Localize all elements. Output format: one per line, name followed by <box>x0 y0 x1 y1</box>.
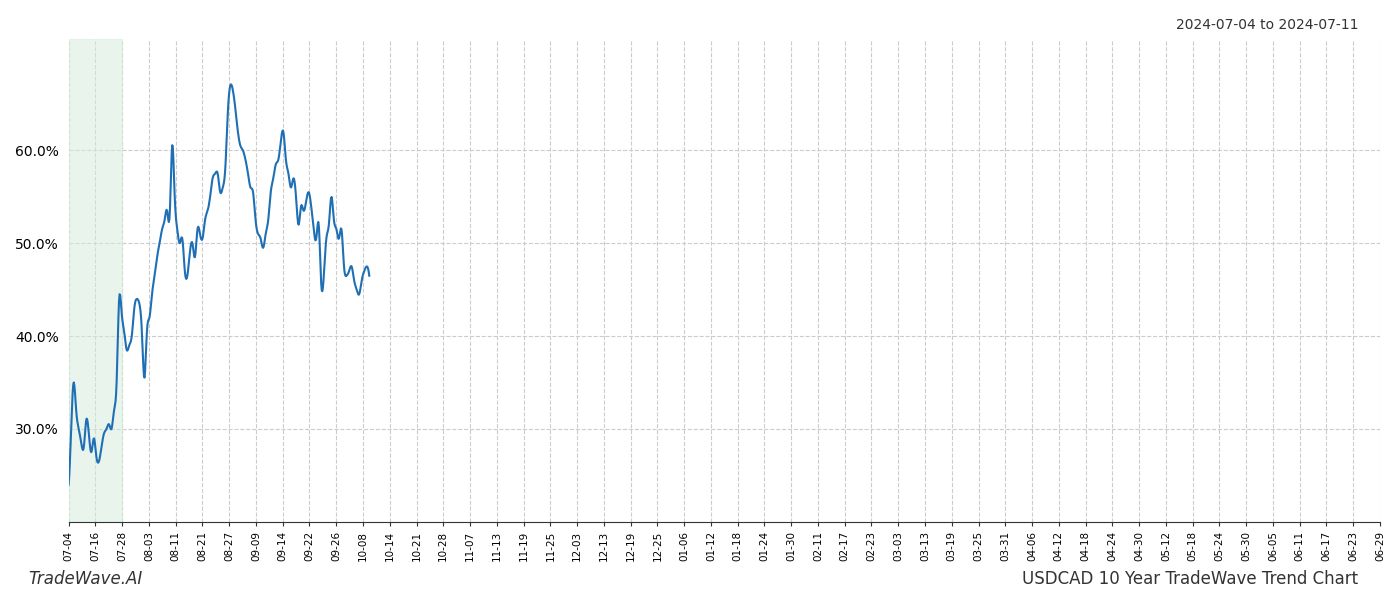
Text: USDCAD 10 Year TradeWave Trend Chart: USDCAD 10 Year TradeWave Trend Chart <box>1022 570 1358 588</box>
Text: 2024-07-04 to 2024-07-11: 2024-07-04 to 2024-07-11 <box>1176 18 1358 32</box>
Text: TradeWave.AI: TradeWave.AI <box>28 570 143 588</box>
Bar <box>69 39 122 522</box>
